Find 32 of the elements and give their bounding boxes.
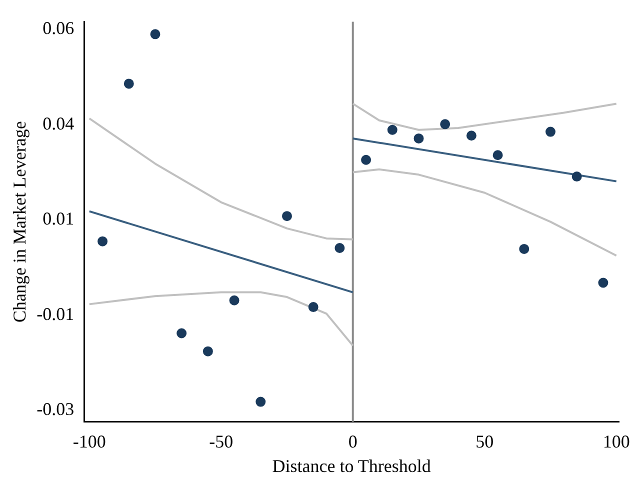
- point: [519, 244, 530, 254]
- x-axis-title: Distance to Threshold: [272, 456, 431, 476]
- x-tick-label: 100: [602, 431, 630, 452]
- point: [256, 396, 266, 407]
- y-tick-label: 0.01: [42, 208, 74, 229]
- y-tick-label: -0.01: [36, 304, 74, 324]
- point: [545, 126, 556, 137]
- point: [598, 278, 608, 288]
- point: [229, 295, 240, 306]
- point: [308, 302, 318, 312]
- point: [98, 236, 108, 246]
- y-tick-label: 0.04: [42, 113, 74, 134]
- point: [492, 150, 503, 160]
- y-tick-label: 0.06: [42, 18, 74, 38]
- point: [414, 133, 424, 144]
- point: [124, 78, 134, 89]
- point: [572, 172, 582, 182]
- x-tick-label: 50: [476, 431, 494, 452]
- y-tick-label: -0.03: [36, 399, 74, 420]
- point: [466, 130, 476, 141]
- point: [176, 328, 187, 338]
- point: [282, 211, 292, 222]
- point: [202, 346, 213, 356]
- y-axis-title: Change in Market Leverage: [10, 121, 30, 323]
- point: [361, 154, 372, 165]
- x-tick-label: 0: [348, 431, 358, 452]
- x-tick-label: -50: [209, 431, 234, 452]
- point: [150, 29, 160, 40]
- point: [387, 124, 398, 135]
- x-tick-label: -100: [72, 431, 106, 452]
- point: [440, 119, 450, 130]
- point: [334, 242, 345, 253]
